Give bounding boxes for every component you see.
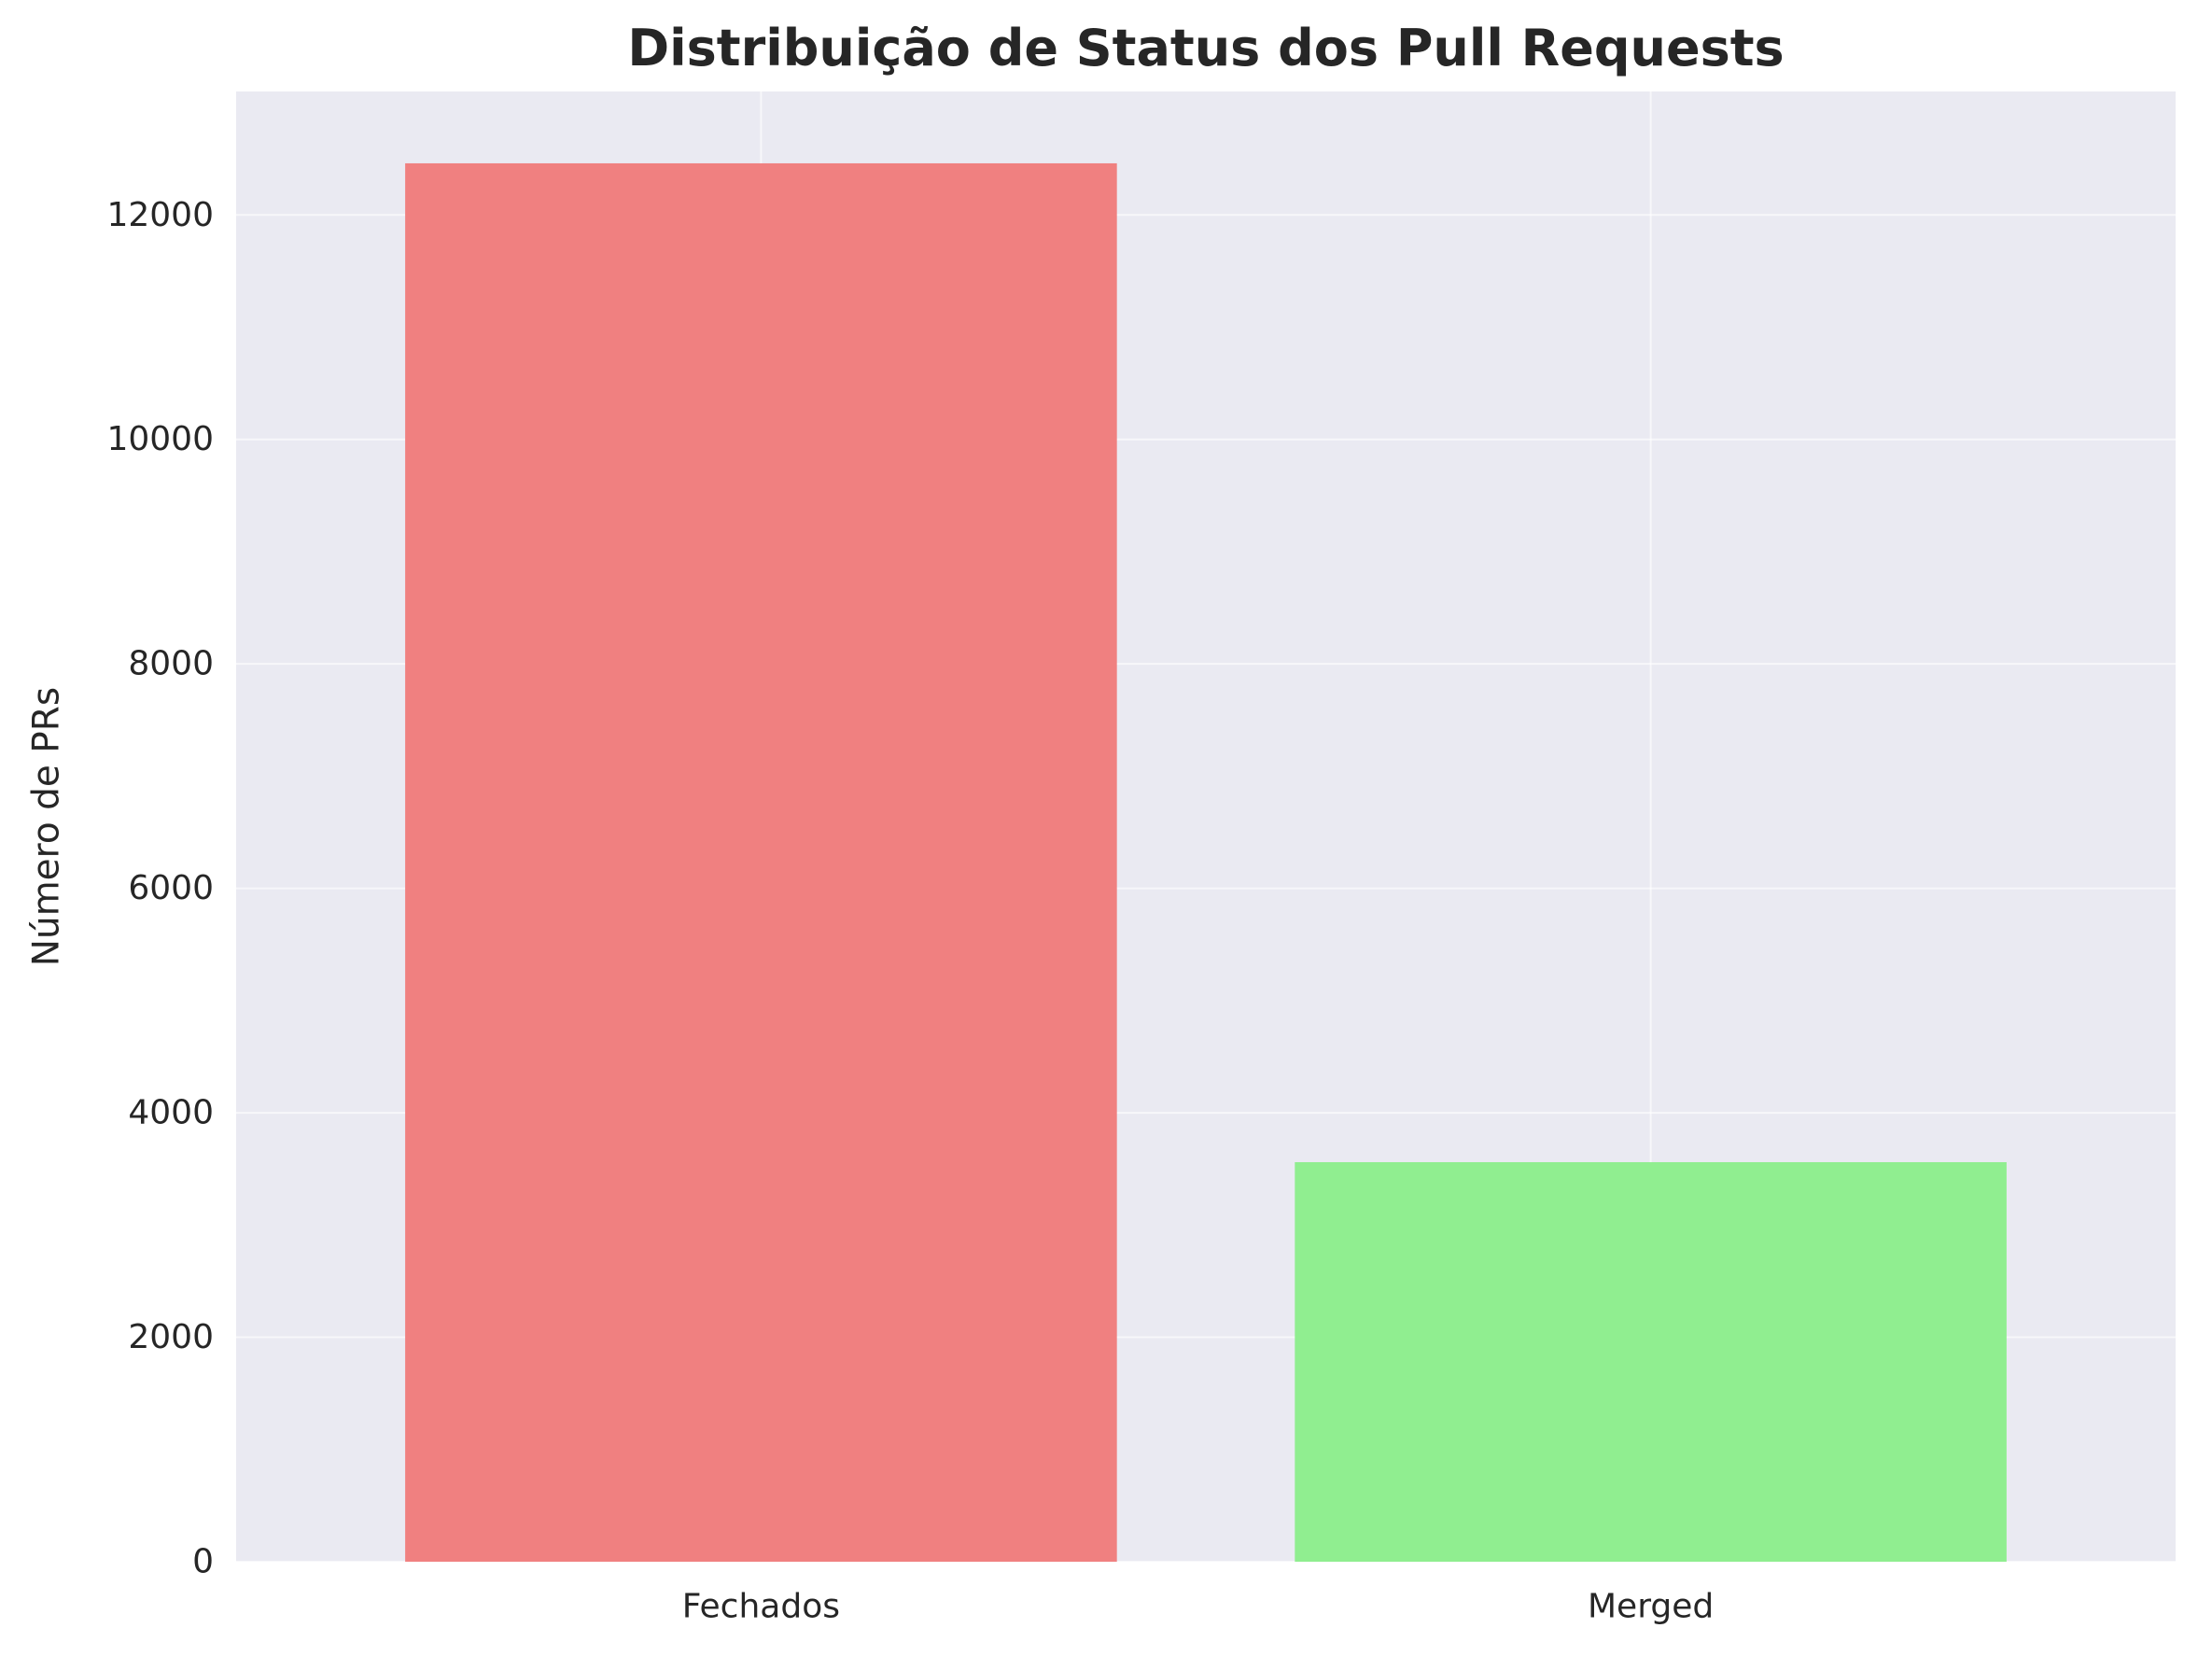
y-tick-label: 10000 xyxy=(106,420,214,458)
bar-merged xyxy=(1295,1161,2007,1562)
y-tick-label: 2000 xyxy=(128,1318,214,1356)
y-tick-label: 8000 xyxy=(128,645,214,683)
bar-fechados xyxy=(405,162,1117,1563)
x-axis-ticks: Fechados Merged xyxy=(682,1588,1714,1626)
x-tick-label: Fechados xyxy=(682,1588,840,1626)
y-tick-label: 0 xyxy=(192,1543,214,1581)
chart-title: Distribuição de Status dos Pull Requests xyxy=(627,19,1784,77)
y-tick-label: 6000 xyxy=(128,869,214,907)
x-tick-label: Merged xyxy=(1588,1588,1714,1626)
y-tick-label: 12000 xyxy=(106,196,214,234)
y-axis-label: Número de PRs xyxy=(26,687,68,966)
bars xyxy=(405,162,2007,1563)
y-tick-label: 4000 xyxy=(128,1094,214,1132)
y-axis-ticks: 0 2000 4000 6000 8000 10000 12000 xyxy=(106,196,214,1581)
